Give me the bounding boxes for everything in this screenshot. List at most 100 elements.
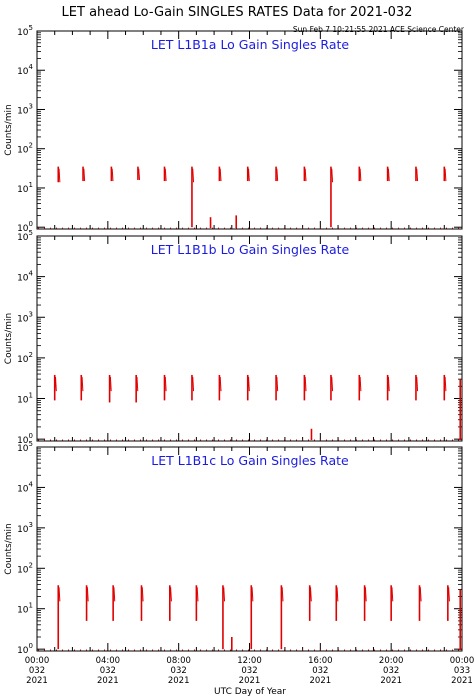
data-burst-tail [192, 376, 195, 392]
y-axis-label: Counts/min [4, 523, 14, 574]
y-tick-label: 105 [17, 440, 33, 454]
data-burst-tail [331, 376, 334, 392]
y-tick-label: 102 [17, 351, 33, 365]
y-tick-label: 100 [17, 432, 33, 446]
x-tick-label: 2021 [168, 676, 190, 686]
panel-title: LET L1B1a Lo Gain Singles Rate [151, 37, 350, 52]
data-burst-tail [109, 376, 112, 392]
plot-frame [36, 30, 463, 230]
y-tick-label: 103 [17, 521, 33, 535]
data-burst-tail [281, 587, 284, 602]
data-burst-tail [219, 376, 222, 392]
x-tick-label: 2021 [310, 676, 332, 686]
x-tick-label: 032 [241, 666, 257, 676]
x-tick-label: 032 [312, 666, 328, 676]
data-burst-tail [170, 587, 172, 602]
data-burst-tail [55, 376, 57, 392]
x-tick-label: 2021 [26, 676, 48, 686]
data-burst-tail [141, 587, 144, 602]
data-burst-tail [58, 587, 61, 602]
data-burst-tail [192, 168, 195, 183]
x-tick-label: 2021 [451, 676, 473, 686]
y-tick-label: 105 [17, 24, 33, 38]
data-burst-tail [304, 376, 307, 392]
data-burst-tail [136, 376, 139, 392]
x-axis-label: UTC Day of Year [214, 687, 286, 697]
y-tick-label: 100 [17, 220, 33, 234]
data-burst-tail [81, 376, 84, 392]
data-burst-tail [359, 168, 362, 182]
data-burst-tail [86, 587, 89, 602]
data-burst-tail [111, 168, 114, 182]
chart-panel-3: 100 101 102 103 104 105 LET L1B1c Lo Gain Sing… [4, 440, 474, 686]
y-tick-label: 101 [17, 181, 33, 195]
data-burst-tail [359, 376, 362, 392]
x-tick-label: 032 [383, 666, 399, 676]
y-tick-label: 104 [17, 480, 33, 494]
figure-title: LET ahead Lo-Gain SINGLES RATES Data for… [62, 5, 413, 20]
y-tick-label: 104 [17, 270, 33, 284]
data-burst-tail [196, 587, 199, 602]
plot-frame [36, 446, 463, 652]
data-burst-tail [164, 376, 167, 392]
data-burst-tail [248, 168, 250, 182]
data-burst-tail [336, 587, 339, 602]
chart-panel-2: 100 101 102 103 104 105 LET L1B1b Lo Gain Sing… [4, 229, 463, 446]
x-tick-label: 2021 [97, 676, 119, 686]
y-tick-label: 104 [17, 63, 33, 77]
x-tick-label: 032 [100, 666, 116, 676]
data-burst-tail [448, 587, 450, 602]
x-tick-label: 04:00 [96, 656, 121, 666]
y-tick-label: 103 [17, 102, 33, 116]
data-burst-tail [164, 168, 167, 182]
data-burst-tail [276, 376, 279, 392]
y-tick-label: 100 [17, 642, 33, 656]
x-tick-label: 2021 [380, 676, 402, 686]
x-tick-label: 12:00 [237, 656, 262, 666]
chart-panel-1: 100 101 102 103 104 105 LET L1B1a Lo Gain Sing… [4, 24, 463, 234]
plot-frame [36, 235, 463, 442]
y-tick-label: 103 [17, 310, 33, 324]
timestamp: Sun Feb 7 10:21:55 2021 ACE Science Cent… [293, 25, 465, 34]
data-burst-tail [58, 168, 61, 183]
y-tick-label: 102 [17, 561, 33, 575]
data-burst-tail [387, 168, 390, 182]
y-axis-label: Counts/min [4, 104, 14, 155]
data-burst-tail [138, 168, 141, 180]
x-tick-label: 00:00 [450, 656, 475, 666]
panels: 100 101 102 103 104 105 LET L1B1a Lo Gain Sing… [4, 24, 474, 686]
data-burst-tail [83, 168, 86, 182]
data-burst-tail [364, 587, 367, 602]
data-burst-tail [391, 587, 394, 602]
x-tick-label: 00:00 [25, 656, 50, 666]
x-tick-label: 2021 [239, 676, 261, 686]
x-tick-label: 20:00 [379, 656, 404, 666]
data-burst-tail [331, 168, 334, 183]
data-burst-tail [223, 587, 226, 602]
y-tick-label: 101 [17, 602, 33, 616]
x-tick-label: 033 [454, 666, 470, 676]
y-tick-label: 101 [17, 392, 33, 406]
data-burst-tail [416, 168, 419, 182]
y-tick-label: 102 [17, 142, 33, 156]
data-burst-tail [113, 587, 116, 602]
panel-title: LET L1B1b Lo Gain Singles Rate [151, 242, 350, 257]
x-tick-label: 16:00 [308, 656, 333, 666]
data-burst-tail [310, 587, 312, 602]
data-burst-tail [444, 168, 447, 182]
x-tick-label: 08:00 [166, 656, 191, 666]
y-tick-label: 105 [17, 229, 33, 243]
data-burst-tail [251, 587, 254, 602]
data-burst-tail [276, 168, 279, 182]
data-burst-tail [219, 168, 222, 182]
data-burst-tail [444, 376, 447, 392]
x-tick-label: 032 [171, 666, 187, 676]
data-burst-tail [248, 376, 250, 392]
panel-title: LET L1B1c Lo Gain Singles Rate [151, 453, 349, 468]
x-tick-label: 032 [29, 666, 45, 676]
data-burst-tail [387, 376, 390, 392]
data-burst-tail [419, 587, 422, 602]
y-axis-label: Counts/min [4, 313, 14, 364]
data-burst-tail [304, 168, 307, 182]
